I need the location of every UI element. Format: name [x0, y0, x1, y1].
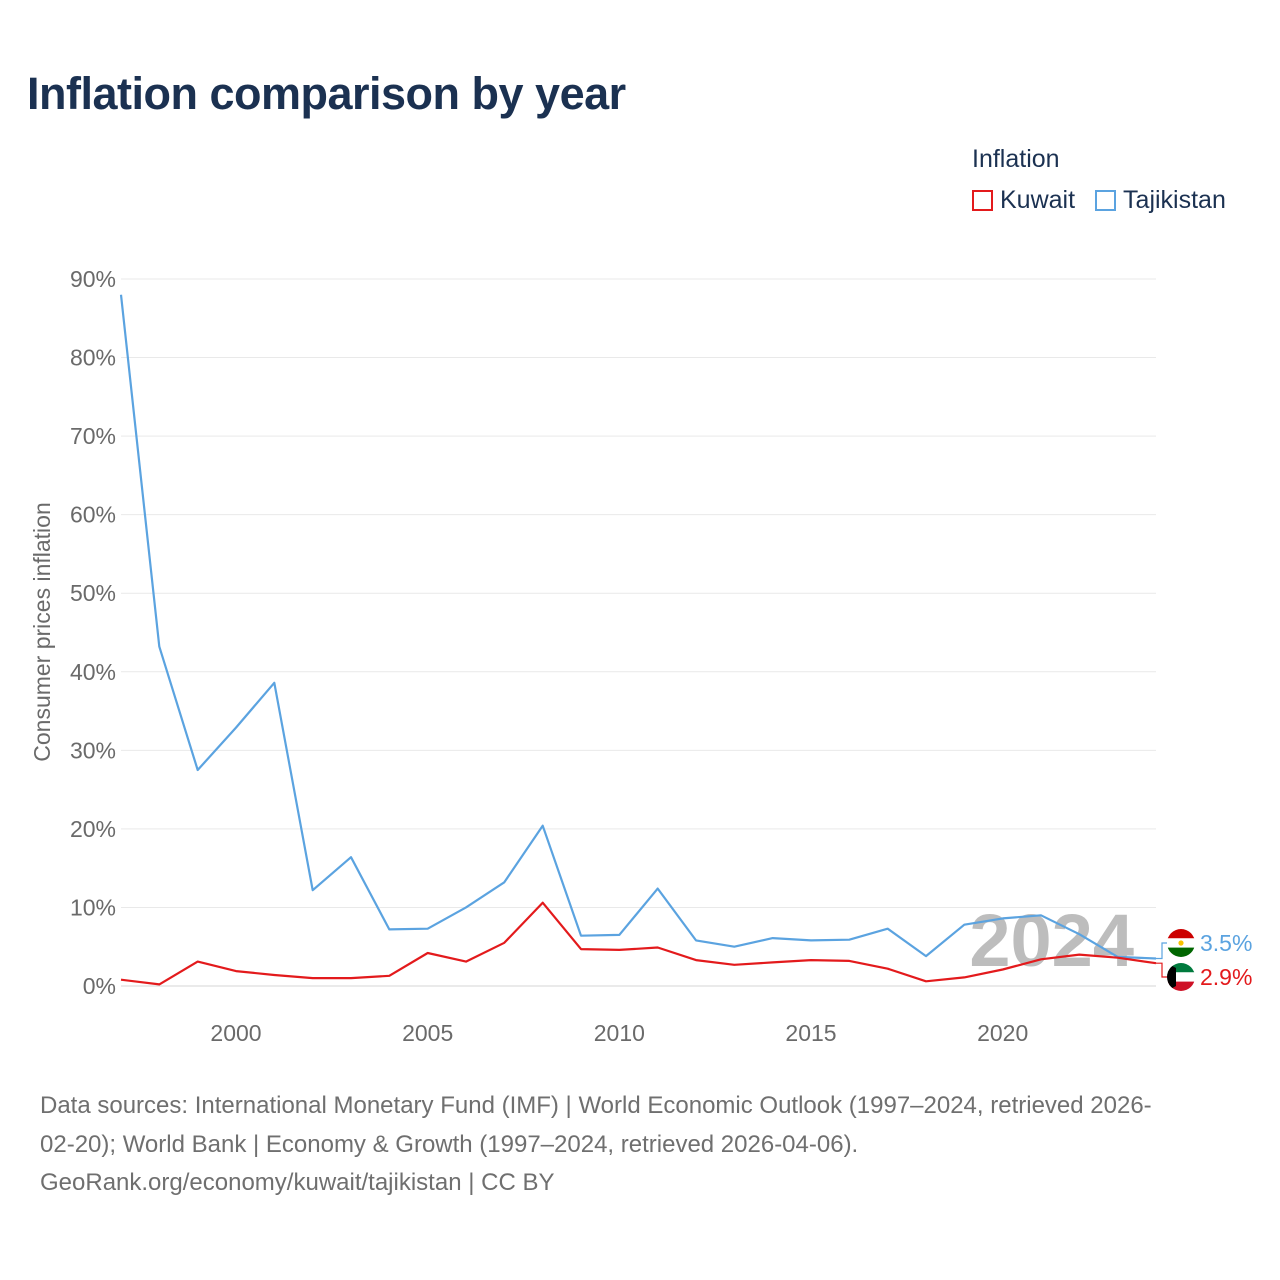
series-line-kuwait [120, 901, 1157, 986]
tajikistan-flag-icon [1167, 929, 1195, 957]
legend-label-kuwait: Kuwait [1000, 186, 1076, 214]
legend-swatch-kuwait [972, 190, 993, 211]
chart-title: Inflation comparison by year [27, 68, 626, 119]
y-tick-label: 60% [70, 502, 116, 528]
series-line-tajikistan [119, 294, 1157, 960]
legend-item-kuwait[interactable]: Kuwait [972, 186, 1075, 215]
x-tick-label: 2010 [594, 1020, 645, 1046]
y-tick-label: 20% [70, 816, 116, 842]
end-label-kuwait: 2.9% [1200, 964, 1252, 990]
legend-title: Inflation [972, 145, 1060, 173]
legend-swatch-tajikistan [1095, 190, 1117, 211]
source-line-1: Data sources: International Monetary Fun… [40, 1092, 1152, 1119]
end-label-tajikistan: 3.5% [1200, 930, 1252, 956]
year-watermark: 2024 [969, 899, 1134, 982]
x-tick-label: 2005 [402, 1020, 453, 1046]
y-axis-label: Consumer prices inflation [29, 502, 55, 762]
y-tick-label: 40% [70, 659, 116, 685]
kuwait-flag-icon [1167, 963, 1195, 991]
y-tick-label: 70% [70, 423, 116, 449]
legend: Kuwait Tajikistan [972, 186, 1226, 215]
x-tick-label: 2015 [785, 1020, 836, 1046]
x-tick-label: 2020 [977, 1020, 1028, 1046]
legend-item-tajikistan[interactable]: Tajikistan [1095, 186, 1226, 215]
y-tick-label: 50% [70, 580, 116, 606]
line-chart: 0% 10% 20% 30% 40% 50% 60% 70% 80% 90% 2000 2005 201… [29, 266, 1252, 1046]
y-tick-label: 80% [70, 345, 116, 371]
legend-label-tajikistan: Tajikistan [1123, 186, 1226, 214]
x-tick-label: 2000 [210, 1020, 261, 1046]
y-tick-label: 30% [70, 737, 116, 763]
y-tick-label: 0% [83, 973, 116, 999]
source-line-2: 02-20); World Bank | Economy & Growth (1… [40, 1130, 859, 1158]
y-tick-label: 10% [70, 894, 116, 920]
end-connector-tajikistan [1156, 942, 1167, 960]
y-tick-label: 90% [70, 266, 116, 292]
source-line-3[interactable]: GeoRank.org/economy/kuwait/tajikistan | … [40, 1169, 555, 1196]
source-note: Data sources: International Monetary Fun… [40, 1087, 1250, 1203]
end-connector-kuwait [1156, 962, 1167, 978]
